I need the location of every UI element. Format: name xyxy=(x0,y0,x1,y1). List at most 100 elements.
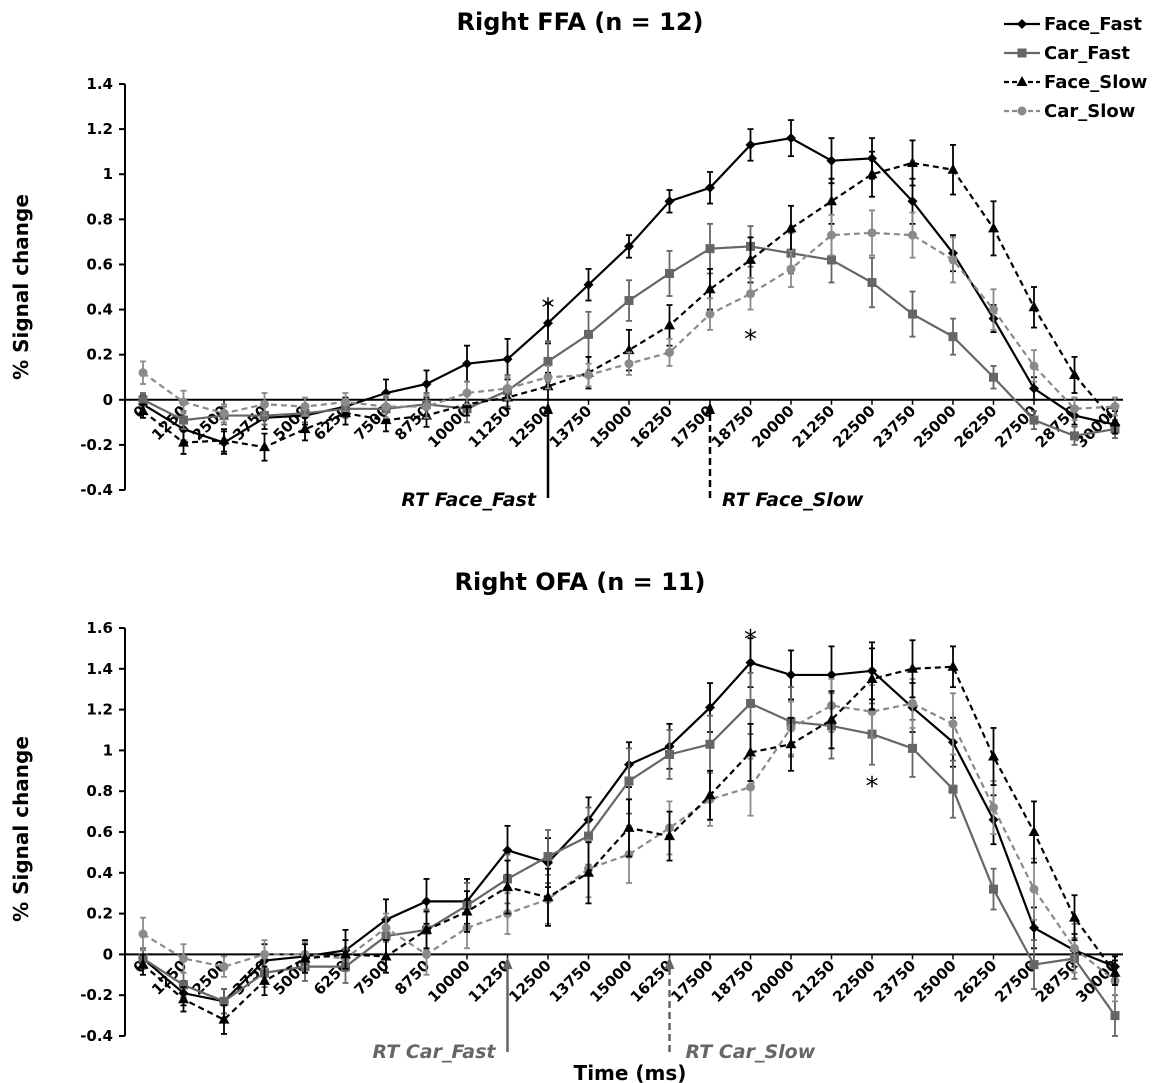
legend-label: Face_Fast xyxy=(1044,14,1142,35)
data-point-car-slow xyxy=(705,309,715,319)
data-point-car-fast xyxy=(908,309,917,319)
rt-arrow-head xyxy=(664,957,675,969)
data-point-face-fast xyxy=(1029,922,1039,933)
data-point-face-slow xyxy=(947,163,959,174)
x-tick-label: 15000 xyxy=(586,957,636,1007)
data-point-face-slow xyxy=(745,253,756,264)
data-point-car-fast xyxy=(624,296,634,306)
data-point-car-fast xyxy=(746,698,755,708)
data-point-face-slow xyxy=(623,821,635,832)
rt-annotation-rt-car-slow: RT Car_Slow xyxy=(664,957,816,1063)
data-point-car-slow xyxy=(300,402,310,412)
data-point-face-slow xyxy=(259,974,270,985)
data-point-car-fast xyxy=(908,743,917,753)
data-point-face-fast xyxy=(421,896,432,907)
data-point-face-slow xyxy=(299,952,311,963)
data-point-face-fast xyxy=(786,133,796,144)
data-point-car-slow xyxy=(827,230,836,240)
series-car-slow xyxy=(138,209,1120,424)
rt-label: RT Face_Slow xyxy=(722,489,864,511)
x-tick-label: 20000 xyxy=(748,402,798,452)
x-tick-label: 21250 xyxy=(789,402,839,452)
data-point-face-slow xyxy=(1069,368,1080,379)
ffa-panel: Right FFA (n = 12) % Signal change -0.4 -0.… xyxy=(9,8,1123,511)
data-point-face-slow xyxy=(907,662,918,673)
y-tick-label: 0.6 xyxy=(86,255,113,273)
x-tick-label: 23750 xyxy=(870,957,920,1007)
data-point-face-fast xyxy=(786,669,796,680)
data-point-car-slow xyxy=(260,399,269,409)
data-point-face-slow xyxy=(826,713,837,724)
legend-item-car-fast: Car_Fast xyxy=(1004,43,1130,64)
data-point-face-slow xyxy=(340,407,351,418)
legend-item-face-slow: Face_Slow xyxy=(1004,72,1147,93)
data-point-face-slow xyxy=(785,222,797,233)
data-point-car-slow xyxy=(948,255,958,265)
data-point-face-fast xyxy=(664,196,675,207)
data-point-face-fast xyxy=(462,358,472,369)
data-point-face-slow xyxy=(785,738,797,749)
y-tick-label: 1.4 xyxy=(86,75,113,93)
data-point-car-slow xyxy=(381,402,391,412)
data-point-car-fast xyxy=(705,739,715,749)
x-tick-label: 13750 xyxy=(546,957,596,1007)
data-point-car-fast xyxy=(138,395,148,405)
significance-star: * xyxy=(744,325,757,355)
ofa-panel: Right OFA (n = 11) % Signal change -0.4 -0.… xyxy=(9,568,1123,1083)
data-point-car-fast xyxy=(989,372,998,382)
data-point-face-slow xyxy=(380,414,392,425)
data-point-face-slow xyxy=(583,866,594,877)
data-point-face-slow xyxy=(502,881,513,892)
legend-label: Car_Slow xyxy=(1044,101,1135,122)
x-tick-label: 12500 xyxy=(505,957,555,1007)
y-tick-label: 1.2 xyxy=(86,120,113,138)
data-point-car-slow xyxy=(138,929,148,939)
data-point-face-slow xyxy=(745,746,756,757)
data-point-face-slow xyxy=(218,434,230,445)
y-tick-label: 0.8 xyxy=(86,210,113,228)
x-tick-label: 15000 xyxy=(586,402,636,452)
data-point-face-slow xyxy=(299,423,311,434)
legend-marker xyxy=(1017,48,1027,58)
data-point-car-fast xyxy=(867,277,877,287)
legend-marker xyxy=(1017,19,1027,29)
data-point-car-fast xyxy=(989,884,998,894)
x-tick-label: 25000 xyxy=(910,957,960,1007)
x-tick-label: 22500 xyxy=(829,957,879,1007)
data-point-car-fast xyxy=(219,996,229,1006)
data-point-face-slow xyxy=(664,830,675,841)
data-point-face-slow xyxy=(1109,416,1121,427)
y-tick-label: 1 xyxy=(103,165,113,183)
rt-arrow-head xyxy=(502,957,513,969)
x-tick-label: 20000 xyxy=(748,957,798,1007)
data-point-car-slow xyxy=(1110,402,1120,412)
legend-marker xyxy=(1017,106,1027,116)
data-point-car-slow xyxy=(867,228,877,238)
x-tick-label: 13750 xyxy=(546,402,596,452)
legend-item-face-fast: Face_Fast xyxy=(1004,14,1142,35)
y-axis-label: % Signal change xyxy=(9,736,33,922)
data-point-face-slow xyxy=(1069,911,1080,922)
y-tick-label: 1.6 xyxy=(86,619,113,637)
data-point-car-slow xyxy=(179,397,188,407)
data-point-car-slow xyxy=(584,370,593,380)
rt-label: RT Face_Fast xyxy=(401,489,537,511)
data-point-face-slow xyxy=(947,660,959,671)
data-point-face-slow xyxy=(461,905,473,916)
rt-label: RT Car_Slow xyxy=(686,1041,816,1063)
data-point-face-fast xyxy=(1029,383,1039,394)
y-tick-label: 0.2 xyxy=(86,905,113,923)
data-point-car-slow xyxy=(786,264,796,274)
significance-star: * xyxy=(542,294,555,324)
data-point-face-fast xyxy=(543,318,553,329)
data-point-face-slow xyxy=(988,222,999,233)
data-point-face-slow xyxy=(178,993,189,1004)
data-point-car-slow xyxy=(543,372,553,382)
y-tick-label: 0.8 xyxy=(86,782,113,800)
data-point-car-slow xyxy=(422,949,431,959)
data-point-car-slow xyxy=(341,397,350,407)
data-point-car-slow xyxy=(665,347,674,357)
y-tick-label: 0 xyxy=(103,945,113,963)
data-point-car-fast xyxy=(1110,1011,1120,1021)
